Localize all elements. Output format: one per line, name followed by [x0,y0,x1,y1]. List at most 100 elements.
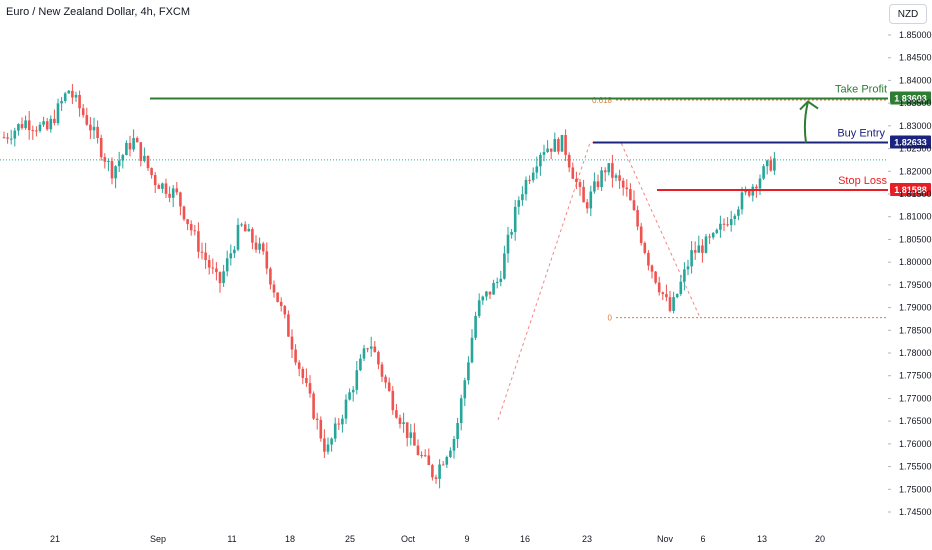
price-tick-label: 1.78500 [899,325,932,335]
candle-body [218,272,222,284]
candle [693,241,697,260]
candle [506,226,510,263]
price-tick-label: 1.75500 [899,462,932,472]
candle-body [17,124,20,131]
candle-body [585,202,589,209]
candle-body [377,352,380,365]
price-tick-label: 1.75000 [899,484,932,494]
candle [539,152,542,176]
time-tick-label: 16 [520,534,530,544]
candle [107,158,110,172]
candle [657,276,661,296]
candle-body [726,224,729,226]
candle-body [24,120,27,129]
candle-body [225,258,229,272]
candle-body [139,142,143,161]
candle [359,354,362,372]
candle [593,172,596,194]
candle-body [409,432,413,438]
candle-body [193,230,197,232]
candle [611,154,614,188]
candle-body [344,399,348,419]
candle [330,437,333,452]
candle-body [35,130,38,132]
candle [290,329,294,359]
candle-body [564,135,567,155]
candle [186,218,189,231]
candle-body [683,269,686,282]
price-tick-label: 1.74500 [899,507,932,517]
candle [567,152,571,173]
candle-body [596,181,600,188]
candle-body [600,170,603,188]
candle [600,166,603,191]
candle-body [236,224,240,250]
candle [6,132,9,144]
candle-body [215,268,218,273]
candle [452,435,456,459]
fibonacci-retracement: 0.618 0 [497,96,888,421]
candle-body [589,191,593,209]
candle [485,290,488,301]
candle-body [693,250,697,253]
candle [535,156,539,179]
currency-selector-button[interactable]: NZD [889,4,927,24]
take-profit-label: Take Profit [835,83,887,95]
candle-body [765,160,769,167]
candle-body [276,292,279,302]
candle [578,179,582,196]
time-tick-label: 13 [757,534,767,544]
candle [38,121,42,133]
candle-body [449,450,452,457]
candle [45,117,49,131]
candle [139,142,143,167]
candle-body [470,337,474,363]
candle [686,259,690,276]
time-tick-label: Nov [657,534,674,544]
candle-body [395,410,398,418]
candle-body [571,167,575,179]
candle [470,329,474,364]
candle-body [110,160,114,179]
candle [74,91,78,102]
time-axis[interactable]: 21 Sep 11 18 25 Oct 9 16 23 Nov 6 13 20 [50,534,825,544]
candle-body [492,282,495,295]
candle-body [78,94,81,109]
candle-body [427,455,431,466]
candle-body [661,292,665,295]
candle [85,107,89,126]
candle-body [665,294,668,298]
candle-body [96,126,99,138]
candle-body [582,186,585,203]
candle [387,377,391,392]
candle [445,455,449,468]
candle [125,140,128,156]
candle [193,225,197,236]
candle [377,350,380,370]
candle [20,117,24,130]
candle-body [323,438,326,452]
candle [585,199,589,214]
candle [427,448,431,466]
candle-body [711,232,715,238]
candle-body [384,376,387,383]
candle [261,241,265,255]
candle-body [625,187,629,190]
candle-body [13,130,17,139]
candle [456,417,459,448]
price-tick-label: 1.82000 [899,166,932,176]
candle [161,182,164,193]
candle [341,414,344,433]
candle [110,157,114,185]
price-tick-label: 1.83000 [899,121,932,131]
candle [276,292,279,303]
candle [103,153,107,169]
candle-body [495,282,499,284]
price-axis[interactable]: 1.85000 1.84500 1.84000 1.83500 1.83000 1.825… [888,30,932,517]
candle [362,344,366,362]
candle [488,291,492,300]
candle [135,136,139,143]
candle [143,147,146,163]
candle-body [773,158,776,171]
